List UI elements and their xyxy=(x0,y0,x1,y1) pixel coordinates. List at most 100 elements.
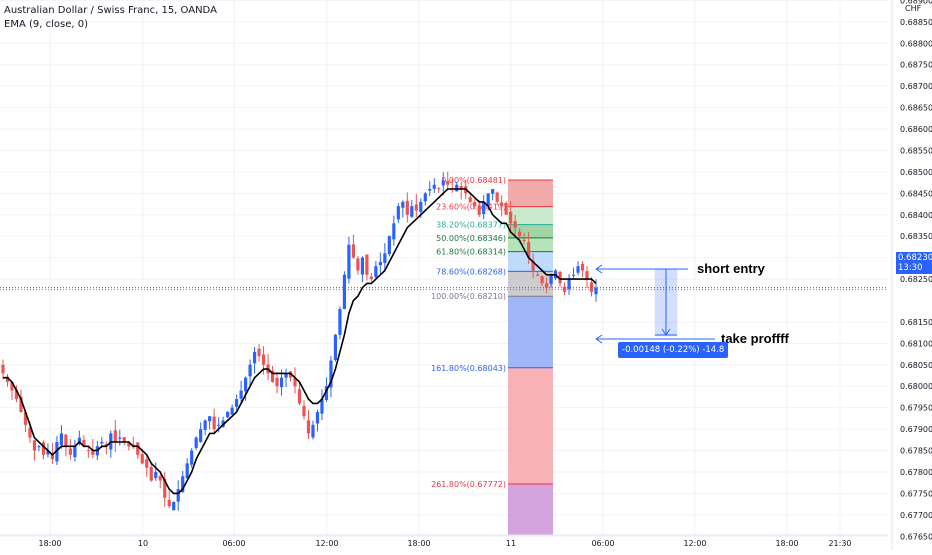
candle-body xyxy=(571,274,576,276)
candle-body xyxy=(32,440,37,451)
y-tick-label: 0.68800 xyxy=(900,39,932,48)
y-tick-label: 0.67900 xyxy=(900,425,932,434)
candle-body xyxy=(302,405,306,417)
candle-body xyxy=(329,360,333,388)
x-tick-label: 18:00 xyxy=(407,539,430,548)
candle-body xyxy=(23,411,28,425)
candle-body xyxy=(410,206,414,217)
y-tick-label: 0.67950 xyxy=(900,404,932,413)
y-tick-label: 0.68550 xyxy=(900,146,932,155)
candle-body xyxy=(127,443,131,447)
candle-body xyxy=(217,424,221,426)
candle-body xyxy=(567,279,571,290)
candle-body xyxy=(396,206,400,220)
candle-body xyxy=(311,424,315,438)
current-price: 0.68230 xyxy=(898,253,932,263)
take-profit-text: take proffff xyxy=(721,331,789,346)
candle-body xyxy=(324,386,329,401)
candle-body xyxy=(549,274,553,284)
x-tick-label: 18:00 xyxy=(38,539,61,548)
candle-body xyxy=(288,371,293,378)
candle-body xyxy=(392,223,396,240)
candle-body xyxy=(419,201,423,212)
candle-body xyxy=(248,364,252,377)
fib-level-label: 61.80%(0.68314) xyxy=(436,248,506,257)
candle-body xyxy=(338,309,342,335)
candle-body xyxy=(387,236,391,255)
current-price-tag: 0.68230 13:30 xyxy=(896,252,932,274)
candle-body xyxy=(226,411,230,418)
candle-body xyxy=(531,260,535,271)
ema-line xyxy=(3,188,597,495)
y-tick-label: 0.68000 xyxy=(900,382,932,391)
fib-level-label: 100.00%(0.68210) xyxy=(431,292,506,301)
y-tick-label: 0.68050 xyxy=(900,361,932,370)
candle-body xyxy=(333,334,338,360)
candle-body xyxy=(504,202,508,215)
y-tick-label: 0.68400 xyxy=(900,211,932,220)
candle-body xyxy=(5,376,10,382)
candle-body xyxy=(154,471,158,479)
candle-body xyxy=(459,186,463,190)
candle-body xyxy=(378,261,382,266)
candle-body xyxy=(203,420,207,430)
candle-body xyxy=(594,287,598,295)
candle-body xyxy=(513,221,517,228)
y-tick-label: 0.67800 xyxy=(900,468,932,477)
candle-body xyxy=(342,274,347,309)
y-tick-label: 0.67850 xyxy=(900,447,932,456)
candle-body xyxy=(158,476,162,481)
candle-body xyxy=(77,437,81,445)
x-tick-label: 18:00 xyxy=(775,539,798,548)
candle-body xyxy=(540,276,544,284)
candle-body xyxy=(509,211,513,224)
candle-body xyxy=(252,351,257,364)
fib-level-label: 0.00%(0.68481) xyxy=(441,176,506,185)
candle-body xyxy=(261,354,266,365)
x-tick-label: 12:00 xyxy=(315,539,338,548)
candle-body xyxy=(401,201,405,208)
y-tick-label: 0.68500 xyxy=(900,168,932,177)
x-tick-label: 12:00 xyxy=(683,539,706,548)
symbol-title: Australian Dollar / Swiss Franc, 15, OAN… xyxy=(4,5,217,16)
x-tick-label: 21:30 xyxy=(828,539,851,548)
y-tick-label: 0.68700 xyxy=(900,82,932,91)
candle-body xyxy=(356,258,360,271)
measure-label: -0.00148 (-0.22%) -14.8 xyxy=(618,342,729,358)
candle-body xyxy=(190,450,194,465)
take-profit-arrowhead xyxy=(595,334,603,344)
candle-body xyxy=(365,254,369,275)
candle-body xyxy=(576,266,580,273)
y-tick-label: 0.67750 xyxy=(900,489,932,498)
candle-body xyxy=(50,453,55,460)
candle-body xyxy=(500,202,504,207)
y-tick-label: 0.68600 xyxy=(900,125,932,134)
indicator-label: EMA (9, close, 0) xyxy=(4,19,88,30)
candle-body xyxy=(320,399,324,414)
candle-body xyxy=(208,416,212,422)
candle-body xyxy=(140,454,144,464)
candle-body xyxy=(118,437,122,439)
candle-body xyxy=(473,202,477,207)
candle-body xyxy=(82,440,86,447)
x-tick-label: 11 xyxy=(506,539,516,548)
candle-body xyxy=(347,244,351,279)
candle-body xyxy=(10,381,14,391)
candle-body xyxy=(360,257,364,275)
candle-body xyxy=(167,500,171,507)
candle-body xyxy=(230,407,234,415)
candle-body xyxy=(428,189,432,191)
fib-level-label: 261.80%(0.67772) xyxy=(431,480,506,489)
candle-body xyxy=(19,396,23,412)
y-tick-label: 0.67700 xyxy=(900,511,932,520)
candle-body xyxy=(257,348,261,357)
fib-level-label: 161.80%(0.68043) xyxy=(431,364,506,373)
candle-body xyxy=(279,377,284,388)
fib-level-label: 78.60%(0.68268) xyxy=(436,267,506,276)
y-tick-label: 0.68750 xyxy=(900,61,932,70)
candle-body xyxy=(55,441,59,462)
candle-body xyxy=(482,201,486,215)
fib-zone xyxy=(508,237,553,252)
